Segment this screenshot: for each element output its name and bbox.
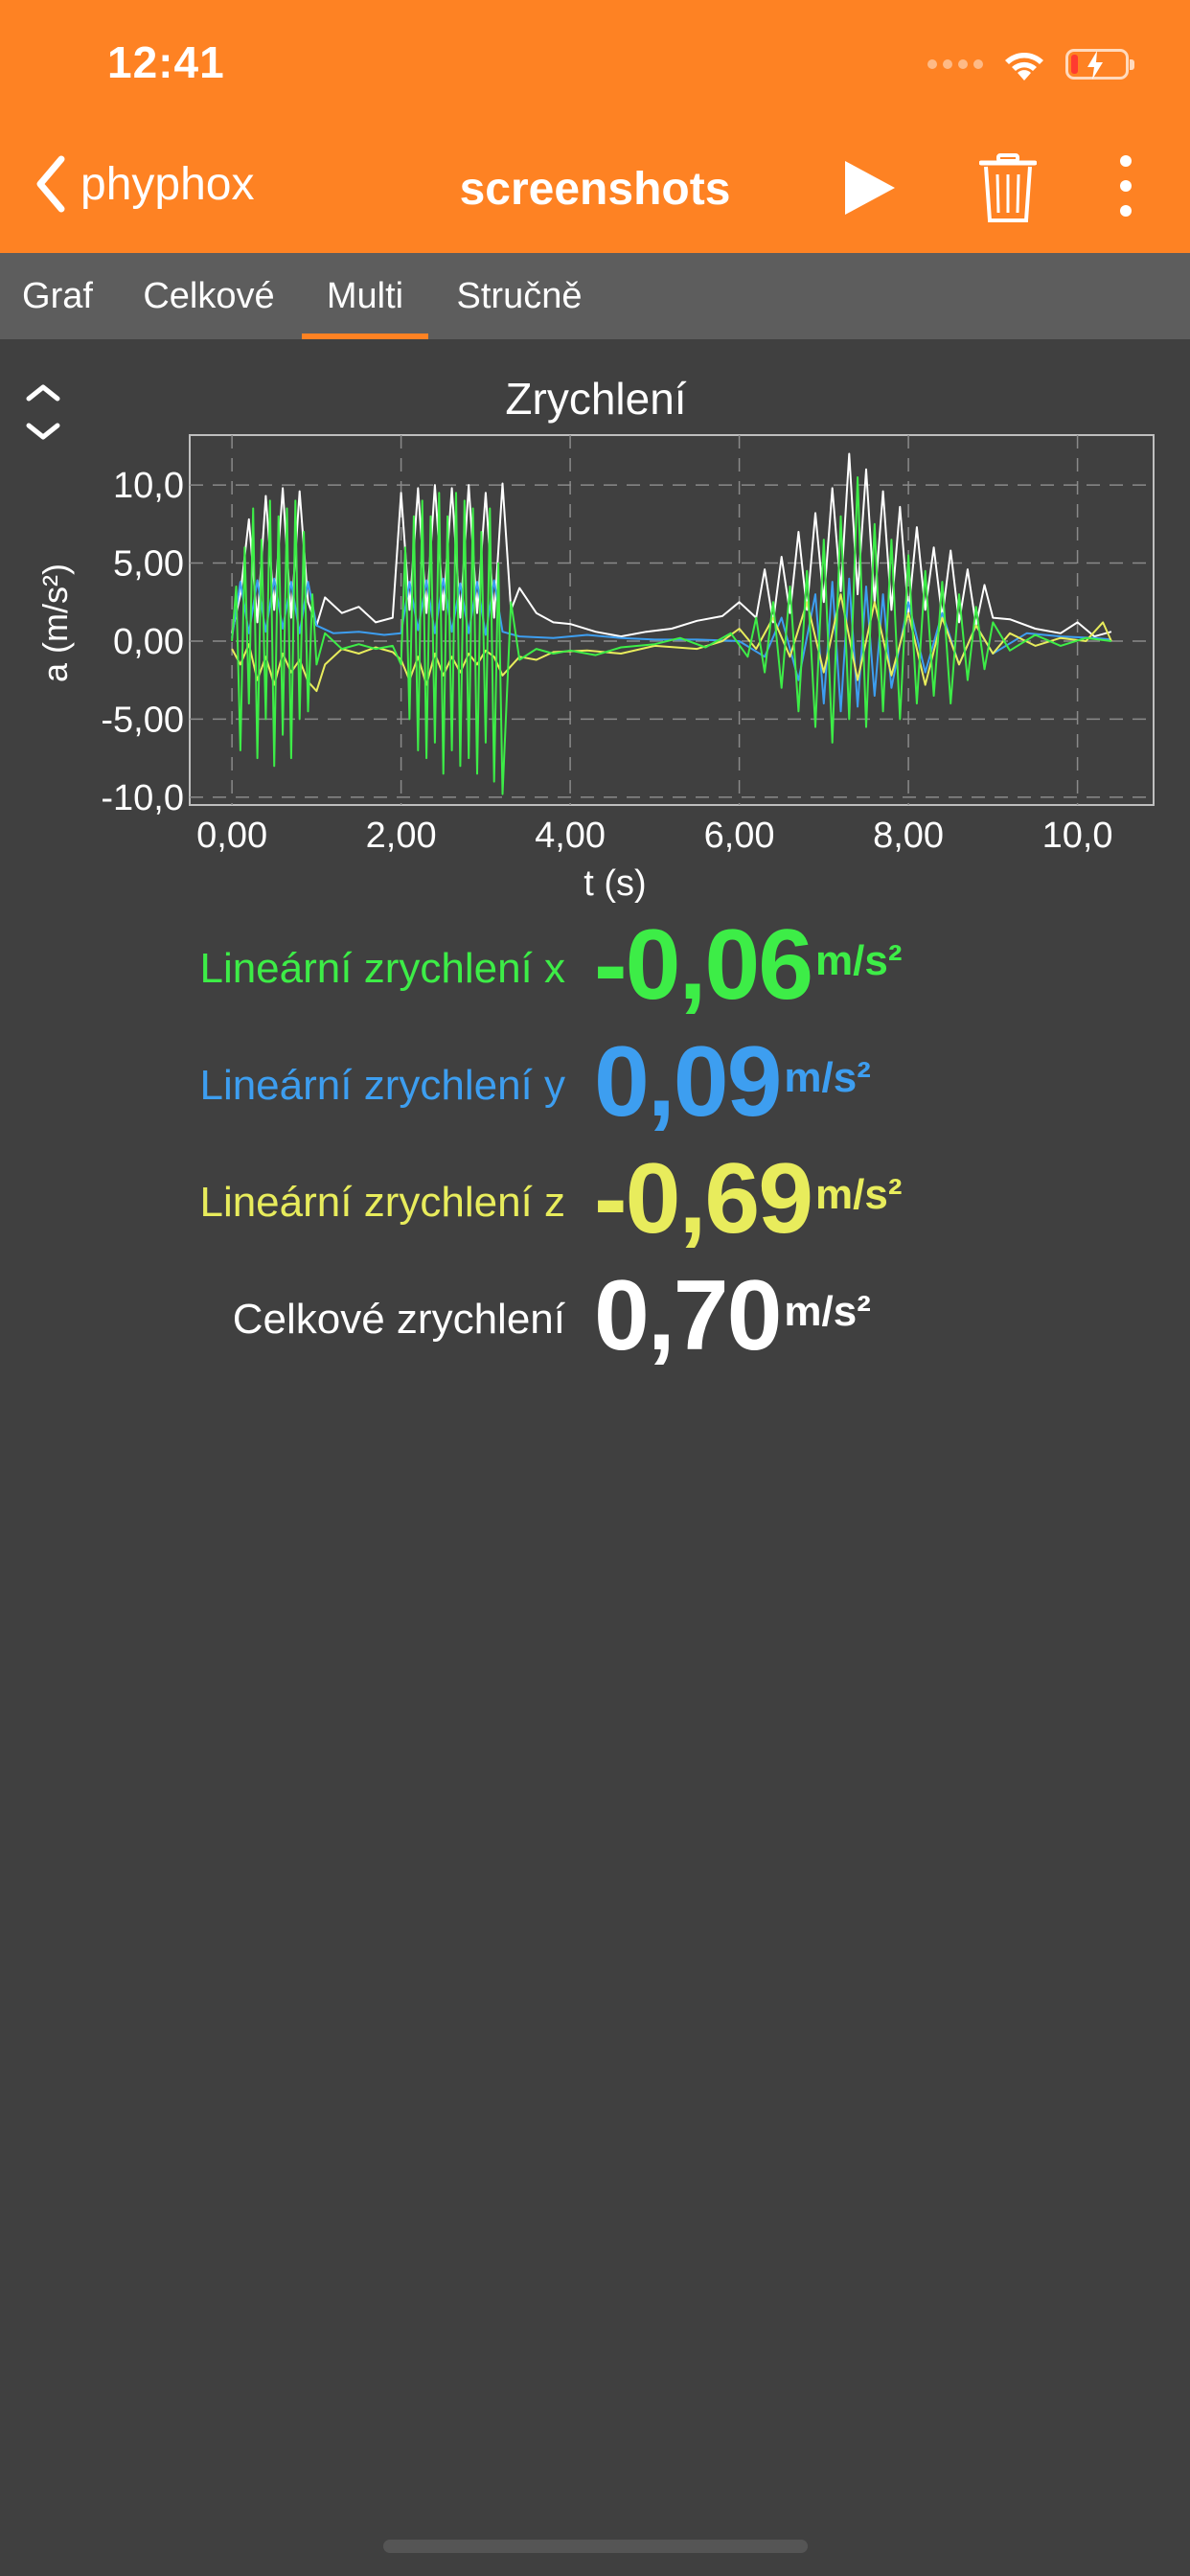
x-axis-label: t (s) bbox=[584, 863, 646, 904]
signal-dots-icon bbox=[927, 59, 983, 69]
value-number: 0,70 bbox=[594, 1260, 782, 1371]
value-label: Lineární zrychlení z bbox=[199, 1179, 565, 1226]
y-tick-label: -5,00 bbox=[101, 700, 184, 740]
value-unit: m/s² bbox=[815, 1171, 903, 1218]
value-unit: m/s² bbox=[784, 1288, 871, 1335]
value-row: Lineární zrychlení y 0,09 m/s² bbox=[0, 1025, 1190, 1140]
header-bar: 12:41 phyphox screenshots bbox=[0, 0, 1190, 253]
wifi-icon bbox=[1005, 53, 1043, 80]
y-tick-label: 0,00 bbox=[113, 622, 184, 662]
chart-series bbox=[231, 452, 1112, 795]
value-row: Lineární zrychlení x -0,06 m/s² bbox=[0, 908, 1190, 1024]
x-tick-label: 10,0 bbox=[1042, 816, 1113, 856]
tab-graf[interactable]: Graf bbox=[22, 276, 93, 316]
x-tick-label: 8,00 bbox=[873, 816, 944, 856]
series-line-x bbox=[231, 476, 1112, 795]
tab-celkove[interactable]: Celkové bbox=[143, 276, 275, 316]
tab-strucne[interactable]: Stručně bbox=[456, 276, 583, 316]
tab-multi[interactable]: Multi bbox=[302, 253, 428, 339]
value-number: 0,09 bbox=[594, 1026, 782, 1138]
play-icon bbox=[845, 161, 895, 215]
status-icons bbox=[927, 40, 1134, 88]
home-indicator bbox=[383, 2540, 808, 2553]
back-label: phyphox bbox=[80, 158, 255, 210]
x-tick-label: 0,00 bbox=[196, 816, 267, 856]
value-unit: m/s² bbox=[784, 1054, 871, 1101]
more-options-button[interactable] bbox=[1111, 153, 1140, 223]
y-tick-labels: 10,0 5,00 0,00 -5,00 -10,0 bbox=[101, 466, 184, 818]
x-tick-label: 2,00 bbox=[366, 816, 437, 856]
expand-collapse-icon bbox=[26, 384, 60, 440]
y-tick-label: 5,00 bbox=[113, 544, 184, 585]
delete-button[interactable] bbox=[978, 153, 1038, 229]
back-button[interactable]: phyphox bbox=[33, 153, 254, 215]
y-tick-label: -10,0 bbox=[101, 778, 184, 818]
view-tabbar: Graf Celkové Multi Stručně bbox=[0, 253, 1190, 339]
value-label: Celkové zrychlení bbox=[232, 1296, 565, 1343]
x-tick-label: 4,00 bbox=[535, 816, 606, 856]
play-button[interactable] bbox=[843, 159, 897, 221]
value-unit: m/s² bbox=[815, 937, 903, 984]
value-row: Lineární zrychlení z -0,69 m/s² bbox=[0, 1142, 1190, 1257]
collapse-toggle[interactable] bbox=[23, 381, 63, 448]
chart-title: Zrychlení bbox=[505, 374, 686, 424]
value-label: Lineární zrychlení y bbox=[199, 1062, 565, 1109]
plot-frame bbox=[189, 434, 1155, 806]
x-tick-label: 6,00 bbox=[704, 816, 775, 856]
x-tick-labels: 0,00 2,00 4,00 6,00 8,00 10,0 bbox=[196, 816, 1112, 856]
value-number: -0,06 bbox=[594, 909, 813, 1021]
battery-charging-icon bbox=[1065, 49, 1134, 80]
series-line-total bbox=[231, 452, 1112, 638]
status-time: 12:41 bbox=[107, 37, 225, 87]
trash-icon bbox=[978, 153, 1038, 222]
acceleration-chart[interactable]: Zrychlení 10,0 5,00 0,00 -5,00 -10,0 0,00 2,0… bbox=[0, 355, 1190, 910]
value-number: -0,69 bbox=[594, 1143, 813, 1254]
chart-grid bbox=[190, 435, 1154, 805]
value-row: Celkové zrychlení 0,70 m/s² bbox=[0, 1259, 1190, 1374]
y-tick-label: 10,0 bbox=[113, 466, 184, 506]
experiment-title: screenshots bbox=[459, 164, 731, 215]
more-vertical-icon bbox=[1120, 155, 1132, 217]
chevron-left-icon bbox=[36, 155, 65, 213]
y-axis-label: a (m/s²) bbox=[35, 564, 75, 682]
value-label: Lineární zrychlení x bbox=[199, 945, 565, 992]
